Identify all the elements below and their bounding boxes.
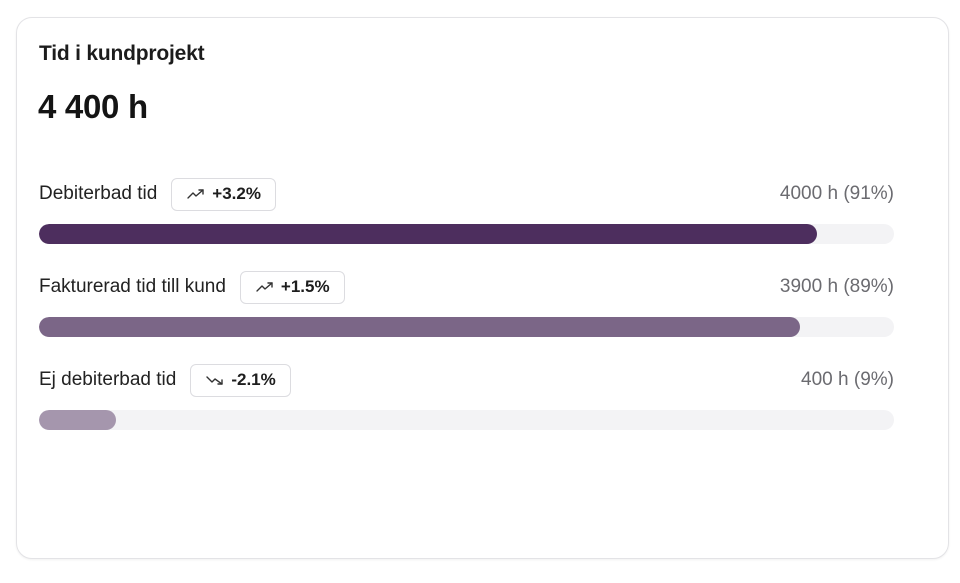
progress-fill — [39, 317, 800, 337]
metric-label: Ej debiterbad tid — [39, 369, 177, 390]
card-title: Tid i kundprojekt — [39, 42, 205, 65]
change-badge: -2.1% — [190, 363, 291, 397]
progress-track — [39, 317, 894, 337]
metric-billable: Debiterbad tid +3.2% 4000 h (91%) — [39, 176, 894, 246]
progress-fill — [39, 410, 116, 430]
change-value: -2.1% — [231, 370, 276, 389]
trend-up-icon — [255, 280, 275, 294]
progress-track — [39, 224, 894, 244]
metric-label: Debiterbad tid — [39, 183, 158, 204]
metric-invoiced: Fakturerad tid till kund +1.5% 3900 h (8… — [39, 269, 894, 339]
time-card — [16, 17, 949, 559]
trend-up-icon — [186, 187, 206, 201]
metric-label: Fakturerad tid till kund — [39, 276, 226, 297]
metric-value: 4000 h (91%) — [779, 183, 894, 204]
trend-down-icon — [205, 373, 225, 387]
change-value: +1.5% — [280, 277, 330, 296]
total-hours: 4 400 h — [38, 88, 148, 125]
change-value: +3.2% — [212, 184, 261, 203]
change-badge: +1.5% — [239, 270, 345, 304]
metric-value: 3900 h (89%) — [779, 276, 894, 297]
change-badge: +3.2% — [171, 177, 276, 211]
progress-track — [39, 410, 894, 430]
progress-fill — [39, 224, 818, 244]
metric-non-billable: Ej debiterbad tid -2.1% 400 h (9%) — [39, 362, 894, 432]
metric-value: 400 h (9%) — [801, 369, 894, 390]
